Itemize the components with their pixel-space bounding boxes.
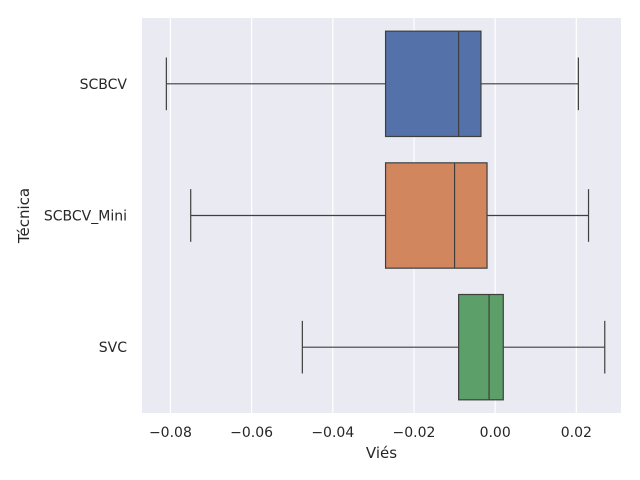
box-svc [301,293,606,401]
x-tick-label: −0.02 [393,425,436,441]
x-axis-label: Viés [366,444,397,462]
iqr-box [384,162,488,269]
x-tick-label: 0.02 [561,425,592,441]
x-tick-label: −0.04 [311,425,354,441]
y-tick-label: SVC [99,340,127,356]
y-tick-label: SCBCV_Mini [44,209,127,225]
x-tick-label: −0.08 [149,425,192,441]
y-tick-labels: SCBCV SCBCV_Mini SVC [44,77,128,356]
box-scbcv [165,30,579,138]
iqr-box [384,30,482,138]
y-tick-label: SCBCV [80,77,128,93]
x-tick-labels: −0.08 −0.06 −0.04 −0.02 0.00 0.02 [149,425,592,441]
x-tick-label: 0.00 [480,425,511,441]
x-tick-label: −0.06 [230,425,273,441]
iqr-box [458,293,504,401]
boxes [165,30,606,401]
y-axis-label: Técnica [15,188,33,244]
box-scbcv-mini [190,162,590,269]
